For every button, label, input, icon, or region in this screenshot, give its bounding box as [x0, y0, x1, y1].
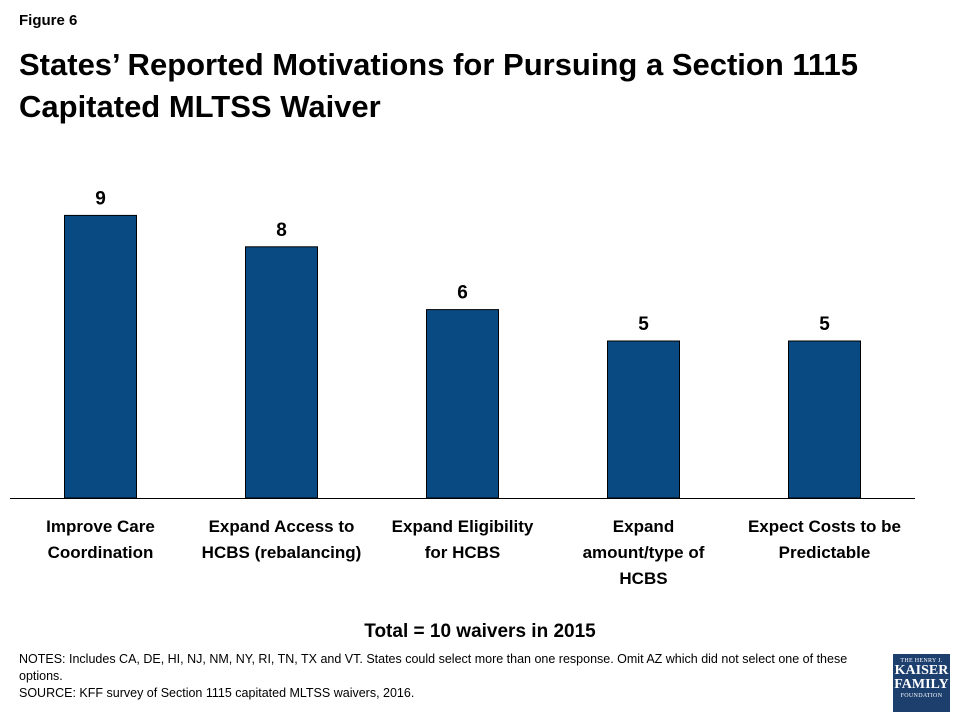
bar-3 [426, 309, 499, 499]
data-label-2: 8 [276, 220, 287, 241]
data-label-4: 5 [638, 314, 649, 335]
bar-2 [245, 246, 318, 499]
category-label-2-line-1: Expand Access to [209, 517, 355, 536]
category-label-1-line-2: Coordination [48, 543, 154, 562]
bar-5 [788, 340, 861, 499]
logo-line-4: FOUNDATION [900, 693, 943, 699]
chart-title: States’ Reported Motivations for Pursuin… [19, 47, 858, 124]
logo-line-1: THE HENRY J. [900, 658, 943, 664]
category-label-2-line-2: HCBS (rebalancing) [202, 543, 362, 562]
bar-1 [64, 214, 137, 499]
category-label-5-line-2: Predictable [779, 543, 871, 562]
data-label-3: 6 [457, 283, 468, 304]
category-label-5-line-1: Expect Costs to be [748, 517, 901, 536]
category-label-4-line-1: Expand [613, 517, 674, 536]
notes-text: NOTES: Includes CA, DE, HI, NJ, NM, NY, … [19, 652, 848, 683]
data-label-5: 5 [819, 314, 830, 335]
category-label-1-line-1: Improve Care [46, 517, 155, 536]
total-note: Total = 10 waivers in 2015 [364, 621, 596, 642]
category-label-3-line-2: for HCBS [425, 543, 501, 562]
data-label-1: 9 [95, 188, 106, 209]
figure-label: Figure 6 [19, 12, 78, 29]
category-label-4-line-2: amount/type of [583, 543, 705, 562]
source-text: SOURCE: KFF survey of Section 1115 capit… [19, 686, 415, 700]
bar-4 [607, 340, 680, 499]
kff-logo: THE HENRY J. KAISER FAMILY FOUNDATION [893, 654, 950, 712]
notes-block: NOTES: Includes CA, DE, HI, NJ, NM, NY, … [19, 651, 869, 702]
category-label-3-line-1: Expand Eligibility [392, 517, 534, 536]
logo-line-2: KAISER [894, 663, 949, 678]
logo-line-3: FAMILY [894, 677, 949, 692]
category-label-4-line-3: HCBS [619, 569, 667, 588]
